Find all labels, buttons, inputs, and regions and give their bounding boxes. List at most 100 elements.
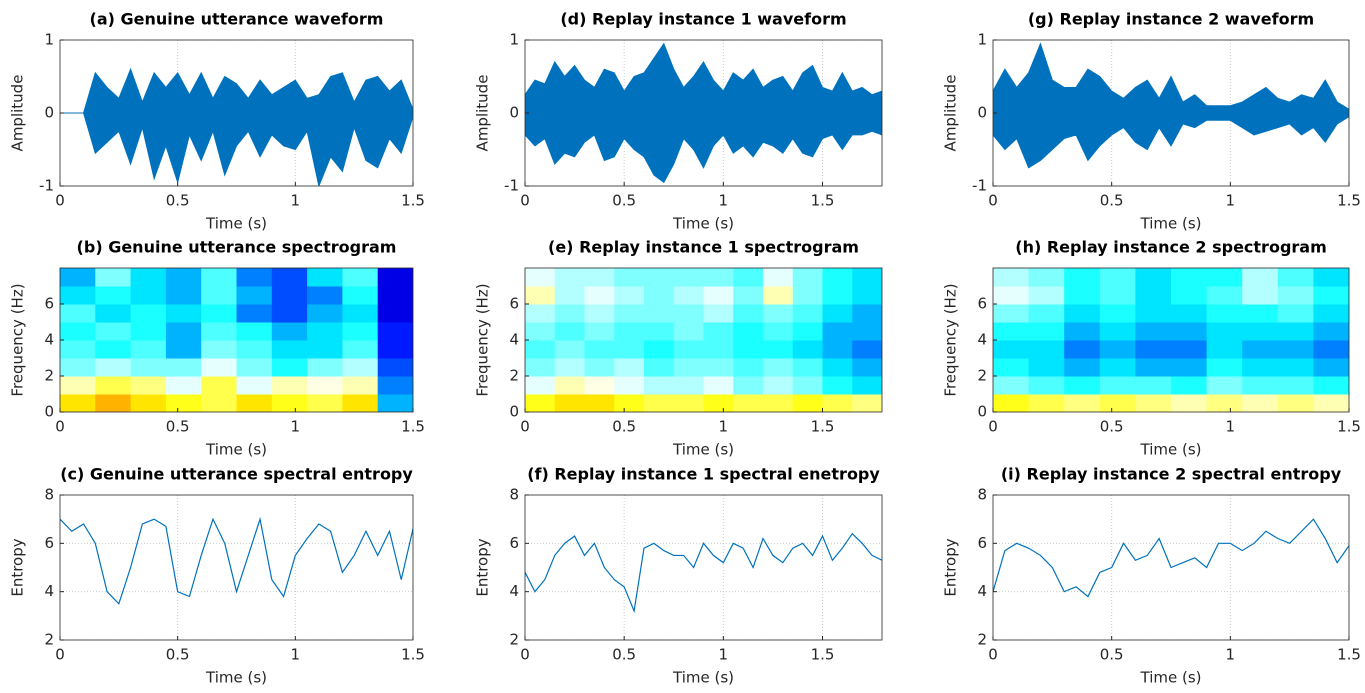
heat-cell (525, 340, 556, 359)
heat-cell (165, 358, 202, 377)
y-tick-label: 6 (509, 295, 519, 313)
heat-cell (1028, 304, 1065, 323)
heat-cell (377, 358, 413, 377)
heat-cell (673, 304, 704, 323)
heat-cell (525, 304, 556, 323)
x-tick-label: 0 (988, 418, 998, 436)
heat-cell (993, 394, 1030, 412)
heat-cell (377, 304, 413, 323)
heat-cell (236, 394, 273, 412)
x-tick-label: 0 (55, 418, 65, 436)
heat-cell (1028, 286, 1065, 305)
y-tick-label: 4 (44, 582, 54, 600)
y-axis-label: Entropy (474, 538, 492, 596)
chart-title: (g) Replay instance 2 waveform (1028, 10, 1314, 29)
y-tick-label: 0 (44, 403, 54, 421)
heat-cell (271, 358, 308, 377)
heat-cell (342, 394, 379, 412)
heat-cell (763, 286, 794, 305)
y-tick-label: 6 (44, 534, 54, 552)
heat-cell (201, 394, 237, 412)
y-tick-label: 4 (977, 582, 987, 600)
heat-cell (60, 358, 96, 377)
y-tick-label: 0 (509, 104, 519, 122)
y-tick-label: 2 (509, 367, 519, 385)
heat-cell (1028, 358, 1065, 377)
heat-cell (201, 358, 237, 377)
heat-cell (852, 394, 882, 412)
heat-cell (1242, 286, 1279, 305)
x-tick-label: 1.5 (811, 192, 835, 210)
x-tick-label: 1.5 (811, 418, 835, 436)
heat-cell (95, 322, 132, 341)
heat-cell (673, 268, 704, 287)
heat-cell (733, 304, 764, 323)
heat-cell (1313, 286, 1349, 305)
heat-cell (1171, 322, 1208, 341)
heat-cell (525, 358, 556, 377)
heat-cell (1028, 322, 1065, 341)
heat-cell (236, 304, 273, 323)
heat-cell (852, 286, 882, 305)
heat-cell (1064, 340, 1101, 359)
heat-cell (236, 340, 273, 359)
heat-cell (1135, 304, 1172, 323)
heat-cell (1135, 340, 1172, 359)
heat-cell (95, 304, 132, 323)
heat-cell (792, 340, 823, 359)
waveform (60, 67, 413, 186)
y-tick-label: 2 (977, 631, 987, 649)
heat-cell (584, 376, 615, 395)
heat-cell (792, 268, 823, 287)
plot-area (525, 495, 882, 640)
heat-cell (703, 394, 734, 412)
y-tick-label: 8 (509, 486, 519, 504)
heat-cell (1028, 268, 1065, 287)
heat-cell (236, 358, 273, 377)
heat-cell (60, 322, 96, 341)
heat-cell (644, 268, 675, 287)
heat-cell (852, 376, 882, 395)
heat-cell (1099, 268, 1136, 287)
heat-cell (95, 268, 132, 287)
heat-cell (1313, 304, 1349, 323)
heat-cell (1206, 376, 1243, 395)
heat-cell (1242, 268, 1279, 287)
heat-cell (525, 394, 556, 412)
heat-cell (763, 304, 794, 323)
heat-cell (1171, 340, 1208, 359)
heat-cell (165, 268, 202, 287)
x-tick-label: 0 (988, 646, 998, 664)
heat-cell (201, 376, 237, 395)
heat-cell (822, 376, 853, 395)
heat-cell (1171, 286, 1208, 305)
axes-box (524, 494, 883, 641)
heat-cell (614, 268, 645, 287)
y-tick-label: 4 (509, 331, 519, 349)
heat-cell (342, 286, 379, 305)
heat-cell (1099, 304, 1136, 323)
y-tick-label: 2 (44, 367, 54, 385)
x-tick-label: 0.5 (612, 192, 636, 210)
y-axis-label: Entropy (9, 538, 27, 596)
heat-cell (271, 304, 308, 323)
x-tick-label: 0.5 (166, 192, 190, 210)
heat-cell (822, 322, 853, 341)
y-tick-label: -1 (972, 177, 987, 195)
heat-cell (1099, 358, 1136, 377)
heat-cell (1277, 286, 1314, 305)
x-axis-label: Time (s) (205, 215, 267, 233)
heat-cell (130, 340, 167, 359)
heat-cell (342, 376, 379, 395)
heat-cell (525, 322, 556, 341)
x-axis-label: Time (s) (672, 215, 734, 233)
x-tick-label: 0 (55, 646, 65, 664)
heat-cell (554, 394, 585, 412)
heat-cell (733, 394, 764, 412)
heat-cell (792, 322, 823, 341)
heat-cell (377, 394, 413, 412)
y-axis-label: Frequency (Hz) (9, 283, 27, 396)
x-tick-label: 1.5 (811, 646, 835, 664)
heat-cell (1277, 304, 1314, 323)
x-axis-label: Time (s) (1140, 215, 1202, 233)
